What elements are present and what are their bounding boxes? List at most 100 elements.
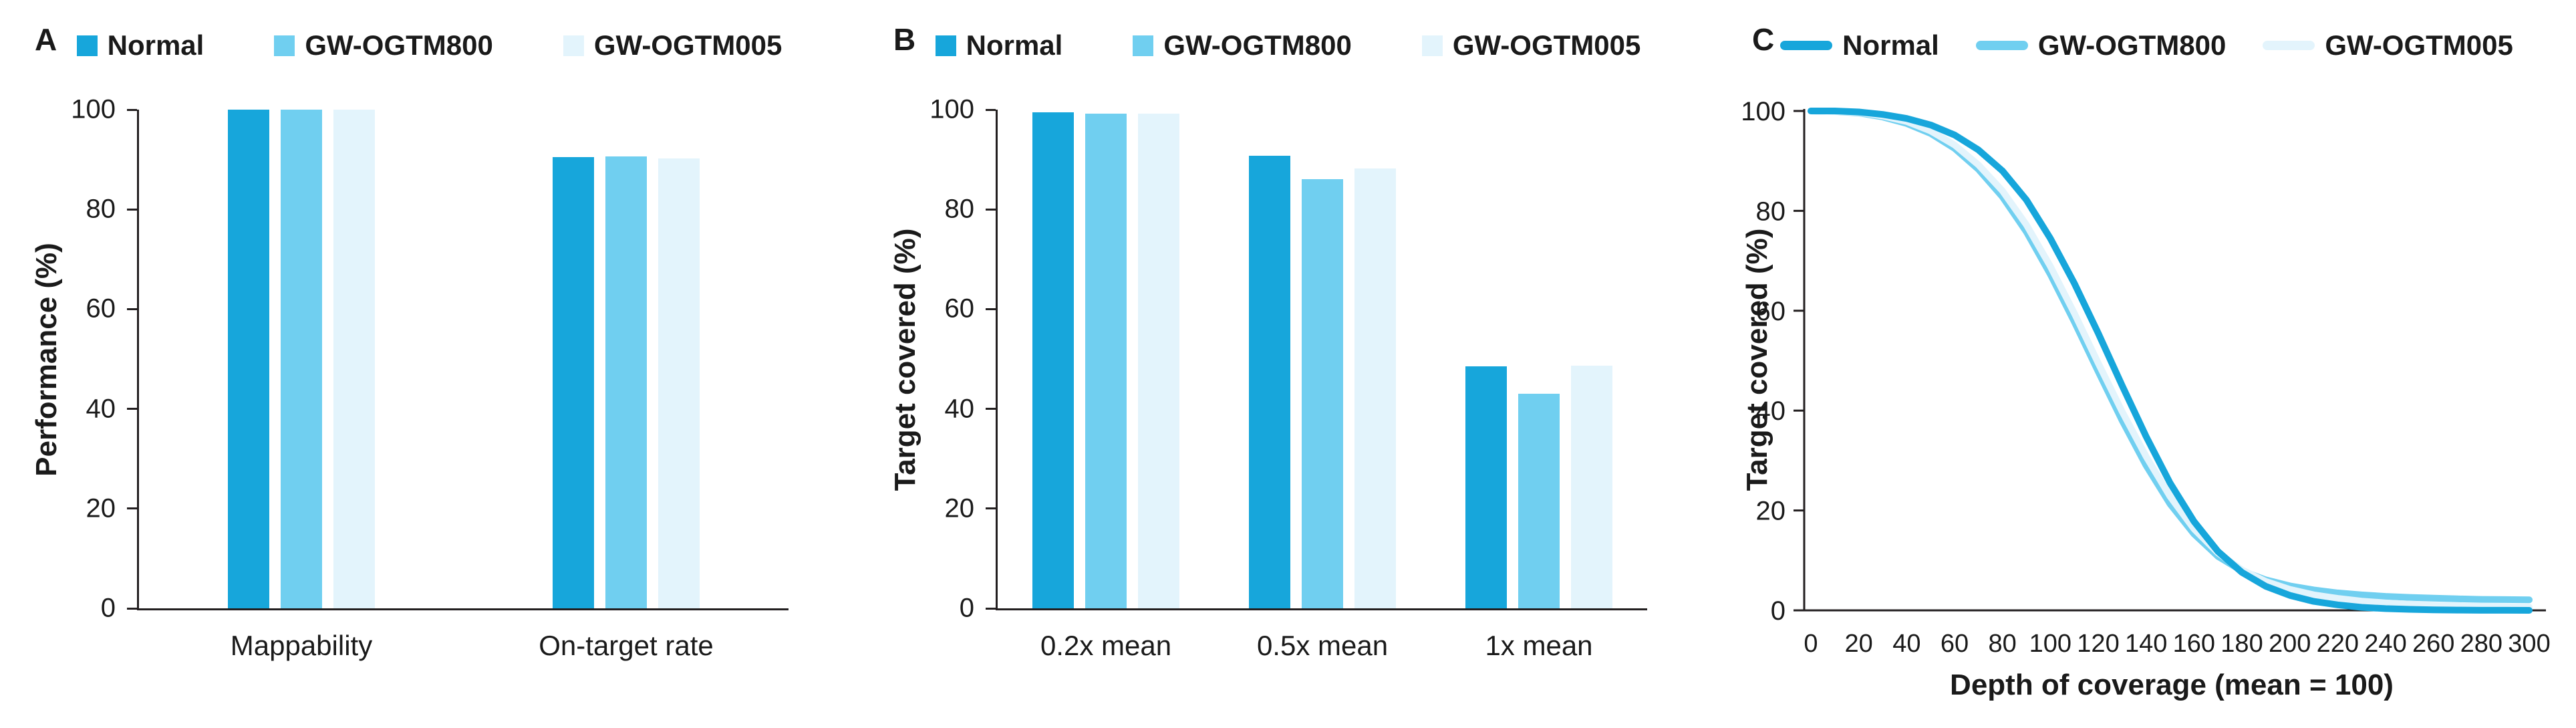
- bar-normal-2: [1249, 155, 1290, 608]
- legend-c: Normal GW-OGTM800 GW-OGTM005: [1717, 29, 2576, 62]
- legend-label: Normal: [107, 29, 204, 61]
- y-tick-mark: [127, 408, 137, 410]
- legend-swatch-icon: [563, 35, 584, 56]
- legend-swatch-icon: [1975, 41, 2028, 50]
- chart-b: Target covered (%) 0 20 40 60 80 100 0.2x mean 0…: [859, 0, 1717, 728]
- x-tick-label: 80: [1989, 630, 2017, 658]
- bar-groups: [998, 110, 1647, 608]
- y-tick-mark: [986, 408, 996, 410]
- legend-label: GW-OGTM800: [305, 29, 493, 61]
- bar-gw-ogtm005-1: [333, 110, 375, 608]
- y-tick-label: 100: [929, 94, 974, 124]
- bar-gw-ogtm800-1: [1085, 113, 1127, 608]
- y-tick-mark: [986, 607, 996, 610]
- legend-label: GW-OGTM800: [1163, 29, 1352, 61]
- legend-item-gw-ogtm800: GW-OGTM800: [1133, 29, 1352, 62]
- bar-gw-ogtm005-1: [1138, 113, 1179, 608]
- y-tick-mark: [986, 108, 996, 111]
- panel-a: A Normal GW-OGTM800 GW-OGTM005 Performance…: [0, 0, 859, 728]
- x-tick-label: 220: [2317, 630, 2359, 658]
- x-tick-label: 20: [1845, 630, 1873, 658]
- legend-item-gw-ogtm800: GW-OGTM800: [274, 29, 493, 62]
- x-category-label: On-target rate: [539, 630, 714, 661]
- panel-a-letter: A: [35, 22, 57, 57]
- x-tick-label: 200: [2269, 630, 2311, 658]
- x-tick-label: 240: [2364, 630, 2406, 658]
- panel-c-letter: C: [1752, 22, 1775, 57]
- bar-gw-ogtm005-2: [658, 158, 700, 608]
- legend-swatch-icon: [935, 35, 956, 56]
- y-tick-label: 80: [86, 194, 116, 224]
- y-tick-mark: [986, 507, 996, 510]
- x-category-label: Mappability: [230, 630, 373, 661]
- panel-c: C Normal GW-OGTM800 GW-OGTM005 Target cove…: [1717, 0, 2576, 728]
- y-tick-label: 20: [1756, 497, 1786, 526]
- plot-area: 0 20 40 60 80 100 Mappability On-target rate: [71, 95, 789, 661]
- legend-item-normal: Normal: [76, 29, 204, 62]
- legend-item-gw-ogtm005: GW-OGTM005: [563, 29, 782, 62]
- bar-gw-ogtm800-3: [1518, 394, 1560, 608]
- bar-gw-ogtm005-3: [1571, 366, 1612, 608]
- bar-group-2: [464, 110, 789, 608]
- x-tick-label: 180: [2221, 630, 2263, 658]
- legend-label: Normal: [1842, 29, 1939, 61]
- bar-gw-ogtm800-2: [1302, 179, 1343, 608]
- legend-swatch-icon: [1421, 35, 1443, 56]
- y-tick-label: 0: [1771, 596, 1785, 626]
- x-tick-label: 300: [2508, 630, 2550, 658]
- legend-item-normal: Normal: [1780, 29, 1939, 62]
- bar-group-1: [139, 110, 464, 608]
- bar-group-3: [1431, 110, 1647, 608]
- y-tick-label: 40: [1756, 396, 1786, 426]
- bar-normal-2: [553, 156, 594, 608]
- bar-gw-ogtm005-2: [1354, 168, 1396, 608]
- x-tick-label: 160: [2173, 630, 2215, 658]
- y-tick-label: 80: [944, 194, 975, 224]
- series-line-gw-ogtm800: [1808, 108, 2533, 604]
- y-tick-label: 60: [86, 293, 116, 324]
- chart-a: Performance (%) 0 20 40 60 80 100 Mappability On…: [0, 0, 859, 728]
- legend-item-gw-ogtm005: GW-OGTM005: [2263, 29, 2513, 62]
- y-tick-label: 60: [944, 293, 975, 324]
- y-tick-mark: [127, 208, 137, 211]
- legend-swatch-icon: [76, 35, 98, 56]
- x-category-labels: 0.2x mean 0.5x mean 1x mean: [998, 630, 1647, 662]
- y-tick-mark: [127, 108, 137, 111]
- bar-gw-ogtm800-2: [605, 156, 647, 608]
- legend-label: GW-OGTM005: [593, 29, 782, 61]
- plot-area: 0 20 40 60 80 100 0.2x mean 0.5x mean 1x mean: [929, 95, 1647, 661]
- y-tick-mark: [986, 208, 996, 211]
- bar-groups: [139, 110, 789, 608]
- legend-b: Normal GW-OGTM800 GW-OGTM005: [859, 29, 1717, 62]
- y-tick-label: 40: [944, 394, 975, 424]
- legend-swatch-icon: [1133, 35, 1154, 56]
- legend-swatch-icon: [274, 35, 295, 56]
- legend-item-gw-ogtm005: GW-OGTM005: [1421, 29, 1641, 62]
- bar-gw-ogtm800-1: [281, 110, 322, 608]
- legend-label: Normal: [966, 29, 1063, 61]
- x-category-labels: Mappability On-target rate: [139, 630, 789, 662]
- y-axis-label: Performance (%): [30, 243, 63, 477]
- series-line-normal: [1808, 108, 2533, 614]
- panel-b-letter: B: [893, 22, 916, 57]
- bar-normal-1: [1032, 112, 1074, 608]
- legend-label: GW-OGTM005: [1452, 29, 1641, 61]
- legend-label: GW-OGTM005: [2325, 29, 2513, 61]
- x-tick-label: 100: [2029, 630, 2071, 658]
- bar-group-2: [1214, 110, 1431, 608]
- bar-normal-1: [228, 110, 269, 608]
- y-tick-label: 100: [1741, 97, 1785, 126]
- y-tick-label: 20: [944, 493, 975, 523]
- y-tick-mark: [127, 507, 137, 510]
- x-tick-label: 0: [1804, 630, 1818, 658]
- legend-item-gw-ogtm800: GW-OGTM800: [1975, 29, 2226, 62]
- x-tick-label: 120: [2077, 630, 2119, 658]
- panel-b: B Normal GW-OGTM800 GW-OGTM005 Target cove…: [859, 0, 1717, 728]
- y-tick-label: 60: [1756, 297, 1786, 326]
- x-axis-label: Depth of coverage (mean = 100): [1950, 669, 2394, 701]
- y-tick-mark: [127, 607, 137, 610]
- y-tick-label: 20: [86, 493, 116, 523]
- y-tick-label: 0: [100, 593, 116, 623]
- x-category-label: 0.2x mean: [1040, 630, 1172, 661]
